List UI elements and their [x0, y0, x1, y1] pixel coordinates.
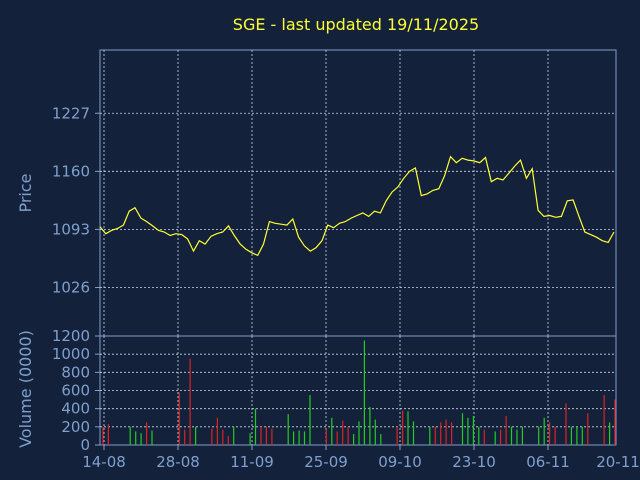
x-tick-label: 14-08 [82, 453, 126, 471]
x-tick-label: 09-10 [378, 453, 422, 471]
x-tick-label: 06-11 [526, 453, 570, 471]
chart-title: SGE - last updated 19/11/2025 [233, 15, 479, 34]
volume-y-tick-label: 600 [61, 382, 90, 400]
volume-grid [100, 336, 616, 445]
price-y-axis: 1227 1160 1093 1026 [52, 104, 100, 296]
volume-y-tick-label: 0 [80, 436, 90, 454]
volume-y-tick-label: 1000 [52, 345, 90, 363]
price-y-tick-label: 1227 [52, 104, 90, 122]
price-panel: 1227 1160 1093 1026 Price [16, 49, 617, 337]
x-tick-label: 25-09 [304, 453, 348, 471]
price-axis-label: Price [16, 173, 35, 212]
volume-y-tick-label: 800 [61, 363, 90, 381]
x-tick-label: 23-10 [452, 453, 496, 471]
volume-y-tick-label: 1200 [52, 327, 90, 345]
x-tick-label: 28-08 [156, 453, 200, 471]
date-x-axis: 14-08 28-08 11-09 25-09 09-10 23-10 06-11 20-11 [82, 445, 640, 471]
x-tick-label: 11-09 [230, 453, 274, 471]
volume-bars [102, 340, 616, 445]
volume-y-tick-label: 200 [61, 418, 90, 436]
price-panel-frame [99, 49, 617, 337]
volume-y-tick-label: 400 [61, 400, 90, 418]
volume-axis-label: Volume (0000) [16, 330, 35, 448]
x-tick-label: 20-11 [596, 453, 640, 471]
price-y-tick-label: 1026 [52, 278, 90, 296]
price-y-tick-label: 1093 [52, 220, 90, 238]
price-y-tick-label: 1160 [52, 162, 90, 180]
price-line [99, 155, 615, 257]
price-grid [100, 50, 616, 336]
